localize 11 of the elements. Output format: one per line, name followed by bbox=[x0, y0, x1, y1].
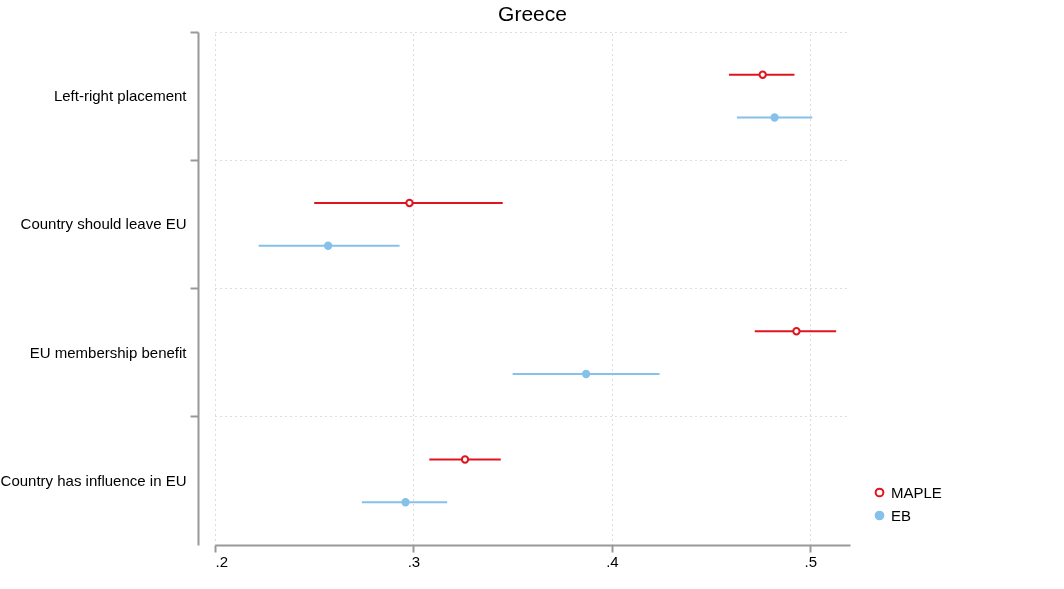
chart-title: Greece bbox=[498, 2, 567, 25]
y-tick-label: Country should leave EU bbox=[20, 215, 187, 233]
x-tick-label: .5 bbox=[804, 552, 818, 570]
y-tick-label: Country has influence in EU bbox=[0, 471, 187, 489]
x-tick-label: .4 bbox=[606, 552, 619, 570]
x-tick-label: .3 bbox=[407, 552, 421, 570]
x-tick-label: .2 bbox=[215, 552, 229, 570]
legend-label: MAPLE bbox=[891, 483, 942, 501]
y-tick-label: EU membership benefit bbox=[29, 343, 188, 361]
legend-label: EB bbox=[891, 506, 912, 524]
y-tick-label: Left-right placement bbox=[53, 87, 188, 105]
